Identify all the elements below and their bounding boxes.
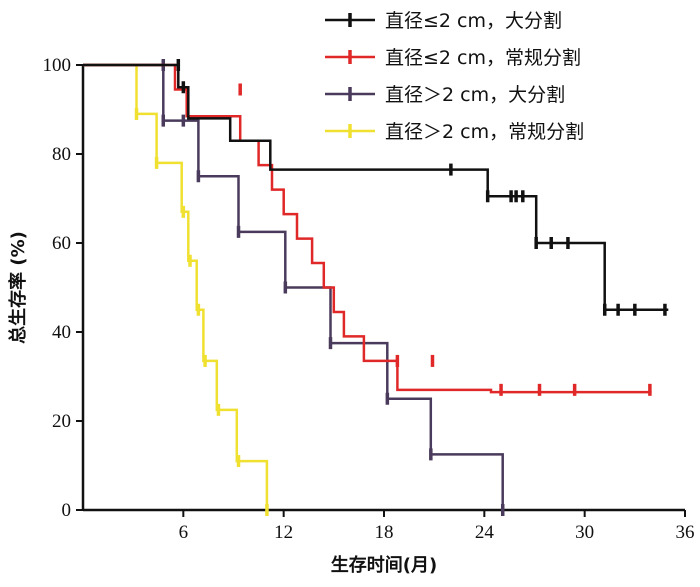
legend-label: 直径≤2 cm，常规分割 [385,47,581,69]
y-axis-label: 总生存率 (%) [7,231,29,344]
series-line-2 [83,63,652,394]
series-line-1 [83,63,669,312]
legend-label: 直径＞2 cm，常规分割 [385,121,584,143]
y-tick-label: 60 [52,233,71,254]
y-tick-label: 0 [62,500,72,521]
x-tick-label: 30 [575,522,594,543]
legend-item-2: 直径≤2 cm，常规分割 [325,47,581,69]
y-tick-label: 80 [52,144,71,165]
series-group-2 [83,63,652,396]
legend-label: 直径≤2 cm，大分割 [385,10,562,32]
legend-label: 直径＞2 cm，大分割 [385,84,565,106]
legend-item-3: 直径＞2 cm，大分割 [325,84,565,106]
x-tick-label: 36 [676,522,695,543]
legend-item-4: 直径＞2 cm，常规分割 [325,121,584,143]
y-tick-label: 100 [43,55,72,76]
y-tick-label: 40 [52,322,71,343]
y-tick-label: 20 [52,411,71,432]
x-tick-label: 12 [274,522,293,543]
series-line-4 [83,63,269,510]
x-axis-label: 生存时间(月) [331,554,437,576]
legend-item-1: 直径≤2 cm，大分割 [325,10,562,32]
series-group-1 [83,59,669,316]
x-tick-label: 6 [179,522,189,543]
series-group-4 [83,63,269,516]
series-group-3 [83,59,505,516]
x-tick-label: 18 [375,522,394,543]
x-tick-label: 24 [475,522,495,543]
